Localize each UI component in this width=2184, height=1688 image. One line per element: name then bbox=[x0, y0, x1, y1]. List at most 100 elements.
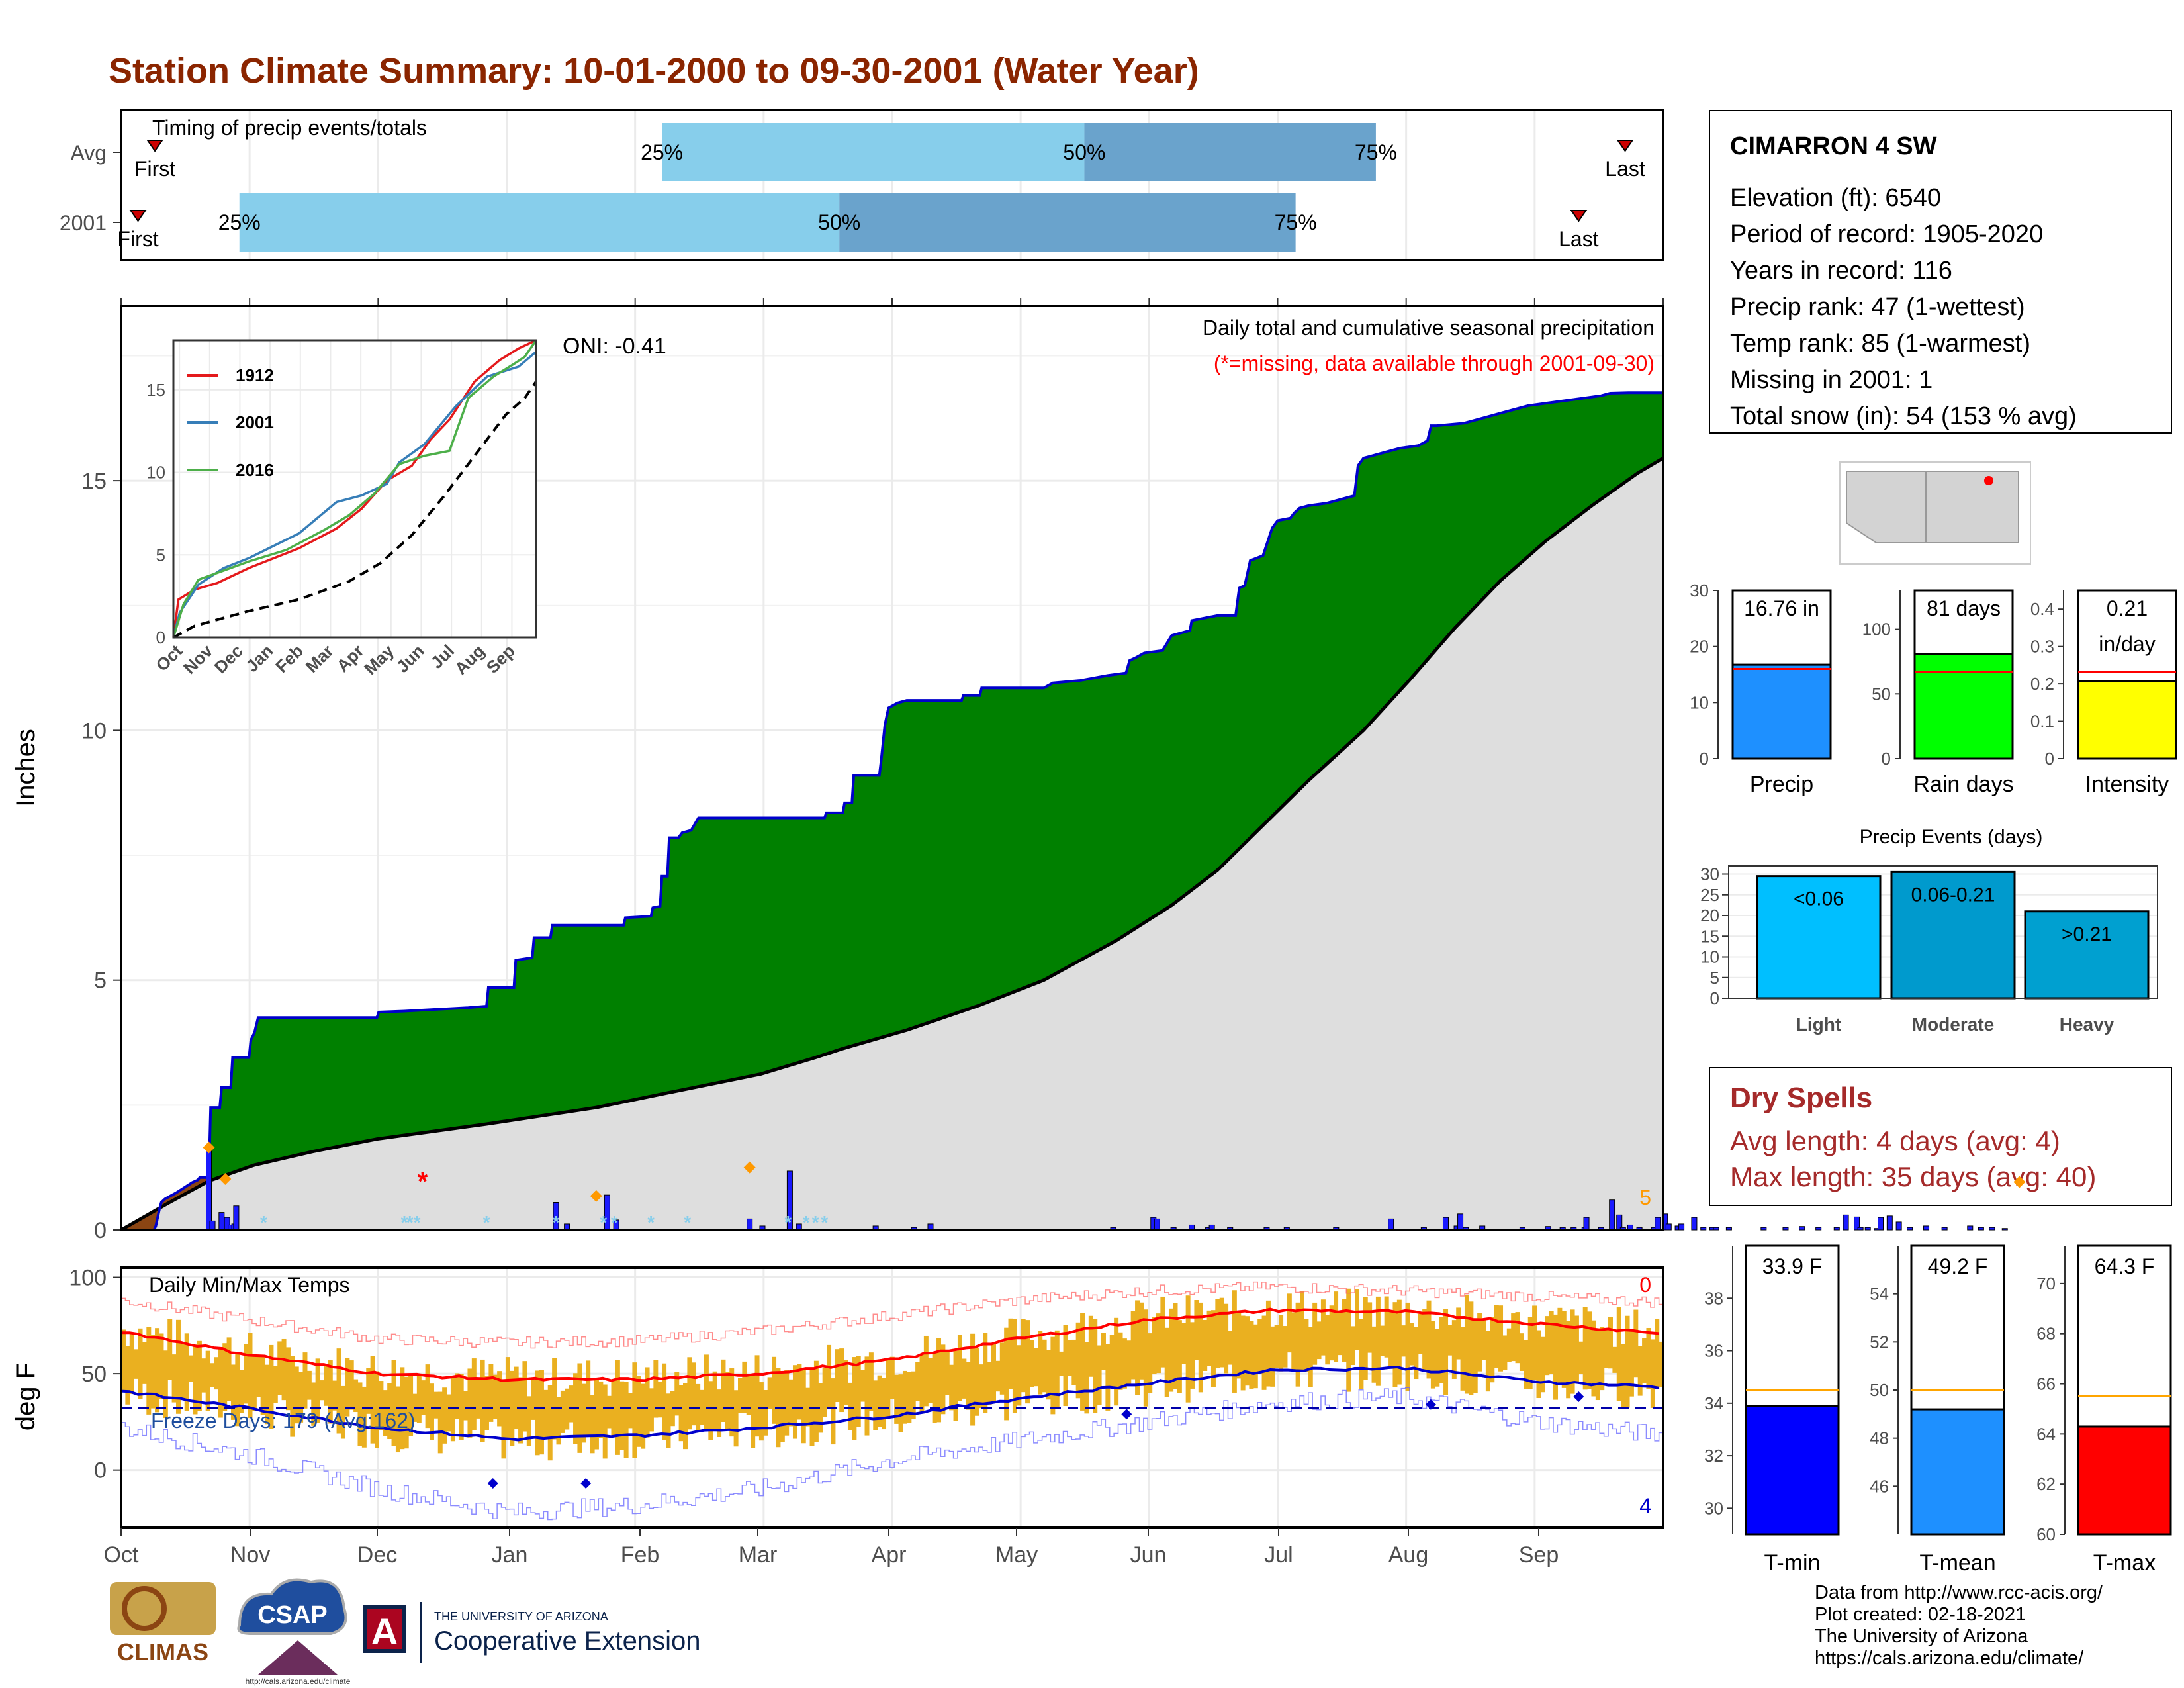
daily-temp-bar bbox=[404, 1376, 409, 1449]
daily-temp-bar bbox=[1540, 1336, 1545, 1393]
inset-legend-label: 1912 bbox=[236, 365, 274, 385]
daily-precip-bar bbox=[1907, 1227, 1913, 1231]
snow-marker: * bbox=[812, 1212, 819, 1233]
daily-temp-bar bbox=[1625, 1315, 1630, 1408]
daily-temp-bar bbox=[1109, 1335, 1115, 1387]
month-axis-label: Sep bbox=[1519, 1542, 1559, 1568]
daily-temp-bar bbox=[1173, 1303, 1178, 1389]
timing-marker-first bbox=[146, 140, 163, 152]
daily-temp-bar bbox=[244, 1344, 249, 1404]
snow-marker: * bbox=[553, 1212, 560, 1233]
snow-marker: * bbox=[483, 1212, 490, 1233]
temp-ytick-label: 50 bbox=[81, 1362, 107, 1387]
inset-ytick-label: 10 bbox=[146, 463, 165, 483]
daily-temp-bar bbox=[146, 1327, 152, 1415]
daily-temp-bar bbox=[315, 1358, 320, 1423]
temp-panel-frame bbox=[120, 1266, 1664, 1529]
daily-temp-bar bbox=[1126, 1340, 1132, 1385]
daily-temp-bar bbox=[754, 1355, 760, 1437]
daily-temp-bar bbox=[678, 1385, 684, 1442]
ua-logo-letter: A bbox=[371, 1611, 398, 1652]
daily-temp-bar bbox=[1536, 1330, 1541, 1398]
daily-temp-bar bbox=[370, 1356, 375, 1444]
daily-temp-bar bbox=[1629, 1329, 1634, 1397]
daily-temp-bar bbox=[505, 1357, 510, 1439]
daily-temp-bar bbox=[437, 1391, 443, 1454]
inset-ytick-label: 5 bbox=[156, 545, 165, 565]
daily-temp-bar bbox=[1637, 1346, 1643, 1396]
mini-bar-tick-label: 0.3 bbox=[2030, 637, 2054, 657]
daily-temp-bar bbox=[387, 1383, 392, 1440]
daily-precip-bar bbox=[1989, 1227, 1995, 1231]
daily-temp-bar bbox=[492, 1374, 498, 1419]
daily-temp-bar bbox=[712, 1371, 717, 1430]
daily-temp-bar bbox=[1566, 1321, 1571, 1399]
daily-temp-bar bbox=[742, 1361, 747, 1413]
daily-temp-bar bbox=[332, 1380, 338, 1411]
daily-precip-bar bbox=[1442, 1217, 1449, 1231]
daily-temp-bar bbox=[687, 1357, 692, 1430]
daily-temp-bar bbox=[455, 1373, 460, 1419]
daily-precip-bar bbox=[1713, 1227, 1719, 1231]
daily-temp-bar bbox=[155, 1328, 160, 1413]
station-temp-rank: Temp rank: 85 (1-warmest) bbox=[1730, 330, 2031, 357]
daily-temp-bar bbox=[894, 1374, 899, 1424]
daily-temp-bar bbox=[1342, 1299, 1347, 1362]
temp-summary-tick-label: 54 bbox=[1870, 1284, 1889, 1304]
daily-temp-bar bbox=[1388, 1311, 1394, 1369]
daily-precip-bar bbox=[1678, 1223, 1685, 1231]
extreme-precip-marker bbox=[590, 1190, 602, 1202]
daily-temp-bar bbox=[856, 1356, 861, 1427]
daily-temp-bar bbox=[1405, 1302, 1410, 1391]
daily-temp-bar bbox=[1430, 1321, 1435, 1389]
daily-temp-bar bbox=[189, 1355, 194, 1382]
temp-summary-value-label: 33.9 F bbox=[1762, 1254, 1823, 1278]
daily-precip-bar bbox=[1388, 1218, 1394, 1231]
mini-bar-value bbox=[1913, 653, 2014, 760]
daily-temp-bar bbox=[1595, 1328, 1600, 1401]
record-low-marker bbox=[1573, 1391, 1584, 1403]
dry-spells-avg: Avg length: 4 days (avg: 4) bbox=[1730, 1125, 2060, 1156]
daily-temp-bar bbox=[1164, 1327, 1169, 1397]
dry-spells-box: Dry Spells Avg length: 4 days (avg: 4) M… bbox=[1709, 1067, 2172, 1206]
temp-summary-tick-label: 34 bbox=[1704, 1393, 1723, 1413]
record-max-line bbox=[121, 1281, 1663, 1349]
daily-temp-bar bbox=[1063, 1325, 1068, 1407]
temp-summary-tick-label: 48 bbox=[1870, 1429, 1889, 1448]
daily-temp-bar bbox=[1633, 1309, 1639, 1378]
timing-label-50: 50% bbox=[1063, 140, 1105, 164]
daily-temp-bar bbox=[1515, 1312, 1520, 1364]
daily-temp-bar bbox=[129, 1333, 134, 1394]
oni-label: ONI: -0.41 bbox=[563, 334, 666, 359]
daily-temp-bar bbox=[518, 1377, 523, 1444]
daily-temp-bar bbox=[1418, 1313, 1423, 1354]
mini-bar-label: Rain days bbox=[1913, 772, 2013, 797]
daily-temp-bar bbox=[1185, 1295, 1191, 1403]
dry-spells-title: Dry Spells bbox=[1730, 1082, 1873, 1114]
precip-panel: * ** * * * * * * * * * * **Daily total and cumulativ… bbox=[11, 298, 2026, 1243]
daily-temp-bar bbox=[1215, 1299, 1220, 1368]
month-axis-label: Aug bbox=[1388, 1542, 1429, 1568]
daily-temp-bar bbox=[1249, 1321, 1254, 1389]
record-min-line bbox=[121, 1387, 1663, 1521]
daily-temp-bar bbox=[1359, 1319, 1364, 1389]
daily-precip-bar bbox=[1886, 1215, 1893, 1231]
daily-temp-bar bbox=[463, 1391, 469, 1421]
temp-summary-label: T-min bbox=[1764, 1550, 1821, 1575]
daily-temp-bar bbox=[150, 1335, 156, 1409]
daily-temp-bar bbox=[121, 1329, 126, 1391]
daily-precip-bar bbox=[1833, 1227, 1840, 1231]
timing-panel: 25% 50% 75% First Last Avg 25% 50% 75% First Last 2… bbox=[60, 109, 1664, 261]
mini-bar-label: Precip bbox=[1750, 772, 1813, 797]
mini-bar-tick-label: 0.2 bbox=[2030, 674, 2054, 694]
daily-temp-bar bbox=[1114, 1317, 1119, 1406]
daily-temp-bar bbox=[1169, 1308, 1174, 1392]
temp-summary-tick-label: 50 bbox=[1870, 1380, 1889, 1400]
daily-precip-bar bbox=[218, 1212, 225, 1231]
snow-marker: * bbox=[821, 1212, 828, 1233]
daily-temp-bar bbox=[251, 1355, 257, 1411]
daily-temp-bar bbox=[1270, 1326, 1275, 1387]
temp-summary-label: T-mean bbox=[1919, 1550, 1995, 1575]
daily-temp-bar bbox=[949, 1364, 954, 1411]
precip-events-bar bbox=[1890, 870, 2016, 1000]
